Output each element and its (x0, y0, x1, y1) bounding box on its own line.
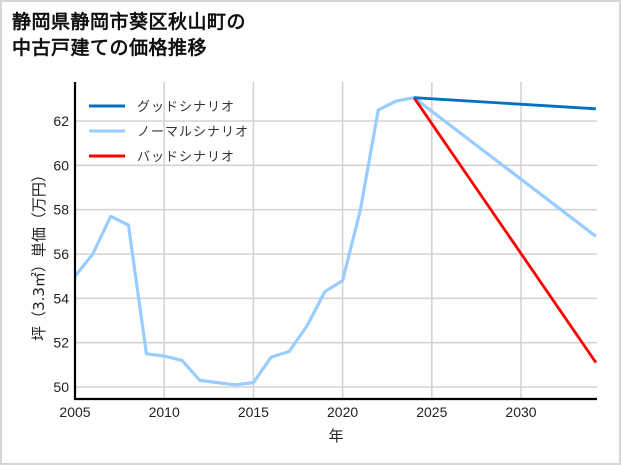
x-tick-label: 2015 (238, 404, 269, 420)
axes (73, 82, 597, 401)
series-line (73, 96, 597, 387)
x-tick-label: 2010 (149, 404, 180, 420)
chart-title: 静岡県静岡市葵区秋山町の 中古戸建ての価格推移 (12, 9, 246, 61)
y-axis-label: 坪（3.3㎡）単価（万円） (30, 167, 48, 341)
y-tick-label: 52 (53, 335, 69, 351)
y-tick-label: 56 (53, 246, 69, 262)
legend-label: グッドシナリオ (137, 100, 235, 115)
x-tick-label: 2020 (327, 404, 358, 420)
chart-title-line2: 中古戸建ての価格推移 (12, 37, 208, 59)
y-tick-label: 50 (53, 379, 69, 395)
series-lines (73, 96, 598, 387)
y-tick-label: 60 (53, 157, 69, 173)
x-axis-label: 年 (328, 427, 343, 445)
tick-labels: 2005 2010 2015 2020 2025 2030 50 52 54 56 58 60 62 (53, 113, 536, 420)
x-tick-label: 2030 (505, 404, 536, 420)
legend-label: バッドシナリオ (137, 150, 235, 165)
series-line (412, 96, 598, 364)
y-tick-label: 62 (53, 113, 69, 129)
x-tick-label: 2025 (416, 404, 447, 420)
gridlines (75, 82, 597, 399)
y-tick-label: 54 (53, 290, 69, 306)
series-line (413, 96, 596, 111)
y-tick-label: 58 (53, 202, 69, 218)
x-tick-label: 2005 (59, 404, 90, 420)
legend-label: ノーマルシナリオ (137, 125, 249, 140)
chart-title-line1: 静岡県静岡市葵区秋山町の (12, 11, 247, 33)
